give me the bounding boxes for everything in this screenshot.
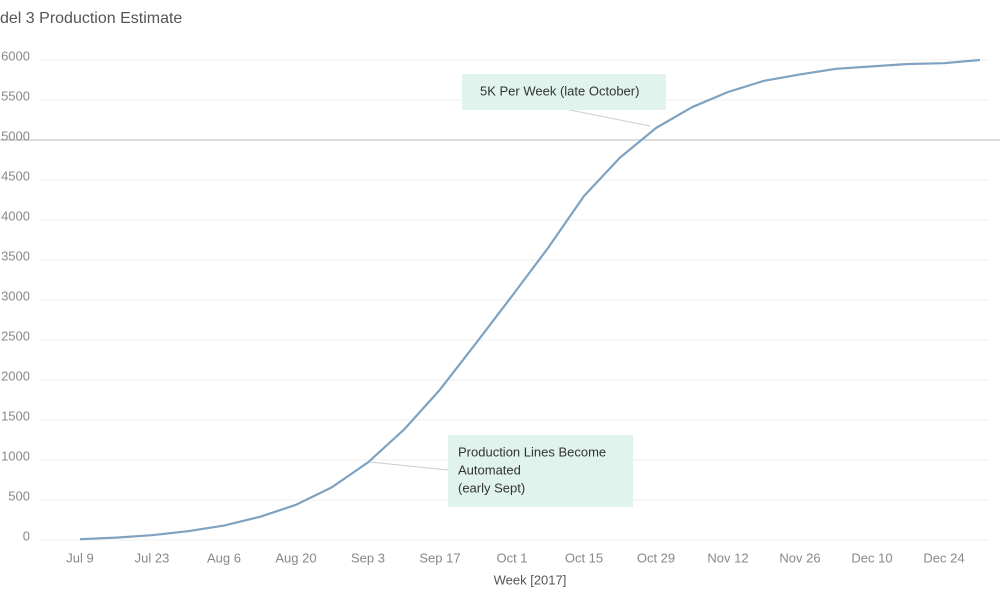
y-tick-label: 500: [8, 488, 30, 503]
y-tick-label: 4500: [1, 168, 30, 183]
y-tick-label: 3500: [1, 248, 30, 263]
y-tick-label: 2000: [1, 368, 30, 383]
y-tick-label: 0: [23, 528, 30, 543]
line-series: [79, 58, 981, 541]
y-tick-label: 1000: [1, 448, 30, 463]
x-tick-label: Sep 3: [351, 550, 385, 565]
x-tick-label: Dec 10: [851, 550, 892, 565]
annotation-box: [448, 435, 633, 507]
y-tick-label: 5500: [1, 88, 30, 103]
annotation-leader: [369, 461, 449, 471]
y-tick-label: 1500: [1, 408, 30, 423]
y-tick-label: 5000: [1, 128, 30, 143]
annotation-text: 5K Per Week (late October): [480, 83, 639, 98]
x-tick-label: Dec 24: [923, 550, 964, 565]
x-tick-label: Jul 23: [135, 550, 170, 565]
x-axis-title: Week [2017]: [494, 572, 567, 587]
x-tick-label: Oct 15: [565, 550, 603, 565]
annotation: Production Lines Become Automated (early S…: [369, 435, 633, 507]
y-tick-label: 2500: [1, 328, 30, 343]
annotation-text: Automated: [458, 462, 521, 477]
y-tick-label: 6000: [1, 48, 30, 63]
x-tick-label: Oct 29: [637, 550, 675, 565]
x-tick-label: Nov 12: [707, 550, 748, 565]
x-tick-label: Oct 1: [496, 550, 527, 565]
y-tick-label: 4000: [1, 208, 30, 223]
annotation-text: (early Sept): [458, 480, 525, 495]
x-tick-label: Aug 20: [275, 550, 316, 565]
annotation-box: [462, 74, 666, 110]
x-tick-label: Jul 9: [66, 550, 93, 565]
chart-title: del 3 Production Estimate: [0, 10, 182, 27]
annotation: 5K Per Week (late October): [462, 74, 666, 127]
x-tick-label: Nov 26: [779, 550, 820, 565]
y-tick-label: 3000: [1, 288, 30, 303]
x-tick-label: Aug 6: [207, 550, 241, 565]
annotation-text: Production Lines Become: [458, 444, 606, 459]
annotation-leader: [559, 107, 651, 127]
x-tick-label: Sep 17: [419, 550, 460, 565]
